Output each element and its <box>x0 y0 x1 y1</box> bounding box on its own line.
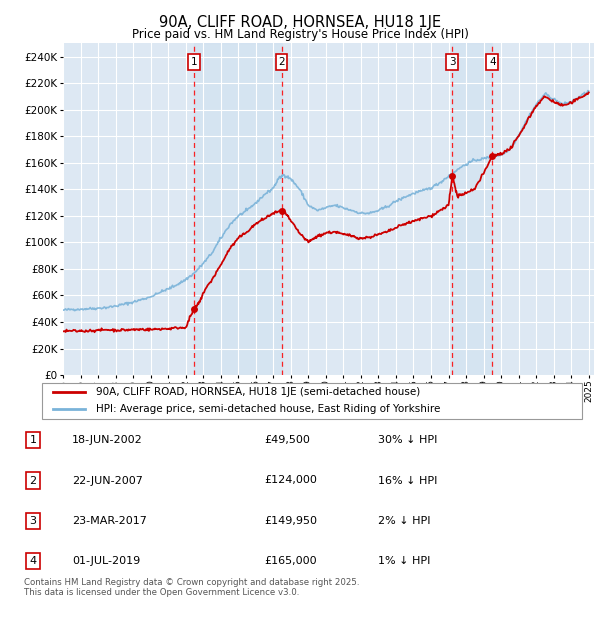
Text: Price paid vs. HM Land Registry's House Price Index (HPI): Price paid vs. HM Land Registry's House … <box>131 28 469 41</box>
Text: 4: 4 <box>489 57 496 67</box>
Text: 22-JUN-2007: 22-JUN-2007 <box>72 476 143 485</box>
Text: 2% ↓ HPI: 2% ↓ HPI <box>378 516 431 526</box>
Text: 4: 4 <box>29 556 37 566</box>
Text: Contains HM Land Registry data © Crown copyright and database right 2025.
This d: Contains HM Land Registry data © Crown c… <box>24 578 359 597</box>
Text: 90A, CLIFF ROAD, HORNSEA, HU18 1JE (semi-detached house): 90A, CLIFF ROAD, HORNSEA, HU18 1JE (semi… <box>96 388 420 397</box>
Text: 01-JUL-2019: 01-JUL-2019 <box>72 556 140 566</box>
Text: 1: 1 <box>190 57 197 67</box>
Text: 18-JUN-2002: 18-JUN-2002 <box>72 435 143 445</box>
Bar <box>452 43 493 375</box>
Text: 1: 1 <box>29 435 37 445</box>
Text: £149,950: £149,950 <box>264 516 317 526</box>
Text: £165,000: £165,000 <box>264 556 317 566</box>
Text: 2: 2 <box>278 57 285 67</box>
Text: HPI: Average price, semi-detached house, East Riding of Yorkshire: HPI: Average price, semi-detached house,… <box>96 404 440 414</box>
Text: 3: 3 <box>449 57 456 67</box>
Text: 1% ↓ HPI: 1% ↓ HPI <box>378 556 430 566</box>
Text: 30% ↓ HPI: 30% ↓ HPI <box>378 435 437 445</box>
Text: 16% ↓ HPI: 16% ↓ HPI <box>378 476 437 485</box>
Bar <box>194 43 281 375</box>
FancyBboxPatch shape <box>42 383 582 419</box>
Text: 2: 2 <box>29 476 37 485</box>
Text: 90A, CLIFF ROAD, HORNSEA, HU18 1JE: 90A, CLIFF ROAD, HORNSEA, HU18 1JE <box>159 16 441 30</box>
Text: £124,000: £124,000 <box>264 476 317 485</box>
Text: 23-MAR-2017: 23-MAR-2017 <box>72 516 147 526</box>
Text: £49,500: £49,500 <box>264 435 310 445</box>
Text: 3: 3 <box>29 516 37 526</box>
